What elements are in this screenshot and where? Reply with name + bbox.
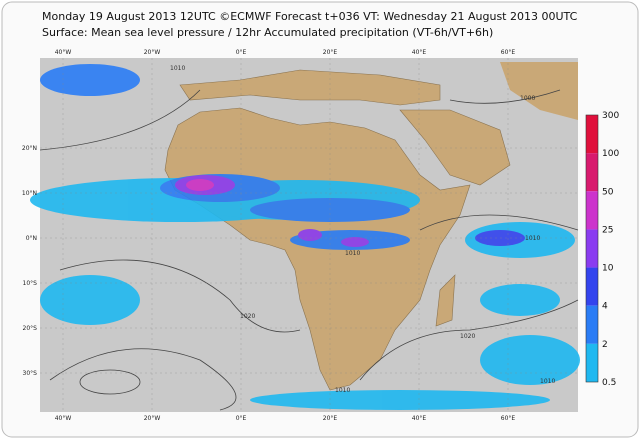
legend-swatch bbox=[586, 115, 598, 154]
lon-label: 60°E bbox=[501, 49, 516, 56]
legend-outline bbox=[585, 114, 599, 383]
legend-swatch bbox=[586, 343, 598, 382]
isobar bbox=[79, 369, 141, 395]
isobar-label: 1010 bbox=[335, 387, 350, 394]
isobars bbox=[39, 89, 579, 411]
legend-label: 2 bbox=[602, 340, 608, 350]
lon-label: 40°W bbox=[55, 49, 72, 56]
map bbox=[30, 58, 580, 412]
isobar-label: 1020 bbox=[240, 313, 255, 320]
lon-label: 40°E bbox=[412, 49, 427, 56]
isobar-label: 1000 bbox=[520, 95, 535, 102]
isobar-label: 1020 bbox=[460, 333, 475, 340]
precipitation bbox=[30, 64, 580, 410]
isobar-label: 1010 bbox=[170, 65, 185, 72]
lon-label-bottom: 40°W bbox=[55, 415, 72, 422]
lon-label-bottom: 20°E bbox=[323, 415, 338, 422]
land bbox=[179, 69, 441, 106]
legend-label: 0.5 bbox=[602, 378, 616, 388]
legend-label: 4 bbox=[602, 302, 608, 312]
land bbox=[500, 62, 578, 120]
isobar-label: 1010 bbox=[345, 250, 360, 257]
legend: 300 100 50 25 10 4 2 0.5 bbox=[585, 111, 619, 388]
lon-label-bottom: 20°W bbox=[144, 415, 161, 422]
lon-label-bottom: 40°E bbox=[412, 415, 427, 422]
legend-swatch bbox=[586, 153, 598, 192]
lon-label: 20°W bbox=[144, 49, 161, 56]
land bbox=[399, 109, 511, 186]
lat-label: 20°S bbox=[23, 325, 38, 332]
lat-label: 0°N bbox=[26, 235, 37, 242]
lat-label: 20°N bbox=[22, 145, 37, 152]
lon-label: 20°E bbox=[323, 49, 338, 56]
legend-swatch bbox=[586, 229, 598, 268]
lon-label-bottom: 0°E bbox=[236, 415, 247, 422]
legend-label: 100 bbox=[602, 149, 619, 159]
lat-label: 10°S bbox=[23, 280, 38, 287]
lat-label: 10°N bbox=[22, 190, 37, 197]
lon-label-bottom: 60°E bbox=[501, 415, 516, 422]
lon-label: 0°E bbox=[236, 49, 247, 56]
legend-swatch bbox=[586, 191, 598, 230]
legend-label: 300 bbox=[602, 111, 619, 121]
isobar-label: 1010 bbox=[540, 378, 555, 385]
legend-swatch bbox=[586, 305, 598, 344]
legend-swatch bbox=[586, 267, 598, 306]
isobar-label: 1010 bbox=[525, 235, 540, 242]
header-line: Monday 19 August 2013 12UTC ©ECMWF Forec… bbox=[42, 10, 578, 23]
legend-label: 50 bbox=[602, 187, 614, 197]
legend-label: 25 bbox=[602, 225, 613, 235]
legend-label: 10 bbox=[602, 264, 614, 274]
land bbox=[435, 274, 456, 327]
lat-label: 30°S bbox=[23, 370, 38, 377]
header-line: Surface: Mean sea level pressure / 12hr … bbox=[42, 26, 493, 39]
